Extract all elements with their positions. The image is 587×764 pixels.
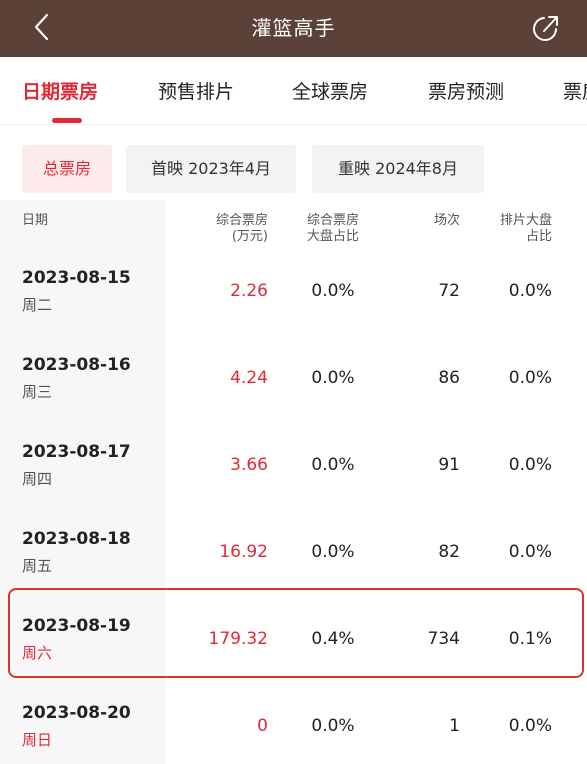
table-row[interactable]: 2023-08-15 周二 2.26 0.0% 72 0.0%: [0, 248, 587, 335]
row-date: 2023-08-17: [22, 442, 131, 462]
row-share: 0.0%: [311, 455, 355, 475]
row-date: 2023-08-15: [22, 268, 131, 288]
table-row[interactable]: 2023-08-17 周四 3.66 0.0% 91 0.0%: [0, 422, 587, 509]
tab-bar: 日期票房 预售排片 全球票房 票房预测 票房: [0, 57, 587, 125]
row-shows: 91: [438, 455, 460, 475]
row-boxoffice: 16.92: [219, 542, 268, 562]
row-weekday: 周五: [22, 557, 53, 575]
row-shows: 1: [449, 716, 460, 736]
active-tab-indicator: [52, 118, 82, 123]
highlighted-row-outline: [8, 588, 584, 678]
row-share: 0.0%: [311, 716, 355, 736]
table-row[interactable]: 2023-08-16 周三 4.24 0.0% 86 0.0%: [0, 335, 587, 422]
page-title: 灌篮高手: [251, 16, 336, 40]
column-header-boxoffice: 综合票房 (万元): [215, 213, 268, 244]
table-row[interactable]: 2023-08-18 周五 16.92 0.0% 82 0.0%: [0, 509, 587, 596]
row-boxoffice: 0: [257, 716, 268, 736]
row-date: 2023-08-16: [22, 355, 131, 375]
column-header-date: 日期: [22, 213, 49, 228]
row-boxoffice: 3.66: [230, 455, 268, 475]
app-header: 灌篮高手: [0, 0, 587, 57]
tab-daily-boxoffice[interactable]: 日期票房: [22, 81, 99, 103]
column-header-share: 综合票房 大盘占比: [306, 213, 359, 244]
tab-presale-schedule[interactable]: 预售排片: [158, 81, 235, 103]
column-header-shows: 场次: [433, 213, 460, 228]
row-shows: 72: [438, 281, 460, 301]
table-row[interactable]: 2023-08-20 周日 0 0.0% 1 0.0%: [0, 683, 587, 764]
date-column-background: [0, 200, 165, 764]
row-weekday: 周二: [22, 296, 53, 314]
row-screen-share: 0.0%: [508, 542, 552, 562]
row-weekday: 周三: [22, 383, 53, 401]
row-weekday: 周日: [22, 731, 53, 749]
row-shows: 82: [438, 542, 460, 562]
row-boxoffice: 2.26: [230, 281, 268, 301]
row-share: 0.0%: [311, 368, 355, 388]
row-share: 0.0%: [311, 542, 355, 562]
row-screen-share: 0.0%: [508, 368, 552, 388]
row-shows: 734: [427, 629, 460, 649]
filter-total-boxoffice[interactable]: 总票房: [22, 145, 112, 193]
row-screen-share: 0.1%: [508, 629, 552, 649]
row-date: 2023-08-19: [22, 616, 131, 636]
row-screen-share: 0.0%: [508, 455, 552, 475]
row-share: 0.0%: [311, 281, 355, 301]
share-icon[interactable]: [531, 13, 561, 43]
row-date: 2023-08-20: [22, 703, 131, 723]
row-boxoffice: 179.32: [208, 629, 268, 649]
row-shows: 86: [438, 368, 460, 388]
chevron-left-icon[interactable]: [28, 12, 58, 42]
row-weekday: 周六: [22, 644, 53, 662]
tab-global-boxoffice[interactable]: 全球票房: [292, 81, 369, 103]
filter-rerelease-2024[interactable]: 重映 2024年8月: [312, 145, 484, 193]
row-screen-share: 0.0%: [508, 716, 552, 736]
row-boxoffice: 4.24: [230, 368, 268, 388]
tab-boxoffice-more[interactable]: 票房: [563, 81, 587, 103]
table-row[interactable]: 2023-08-19 周六 179.32 0.4% 734 0.1%: [0, 596, 587, 683]
row-screen-share: 0.0%: [508, 281, 552, 301]
row-share: 0.4%: [311, 629, 355, 649]
row-date: 2023-08-18: [22, 529, 131, 549]
column-header-screen-share: 排片大盘 占比: [499, 213, 552, 244]
tab-boxoffice-forecast[interactable]: 票房预测: [428, 81, 505, 103]
filter-premiere-2023[interactable]: 首映 2023年4月: [126, 145, 296, 193]
row-weekday: 周四: [22, 470, 53, 488]
